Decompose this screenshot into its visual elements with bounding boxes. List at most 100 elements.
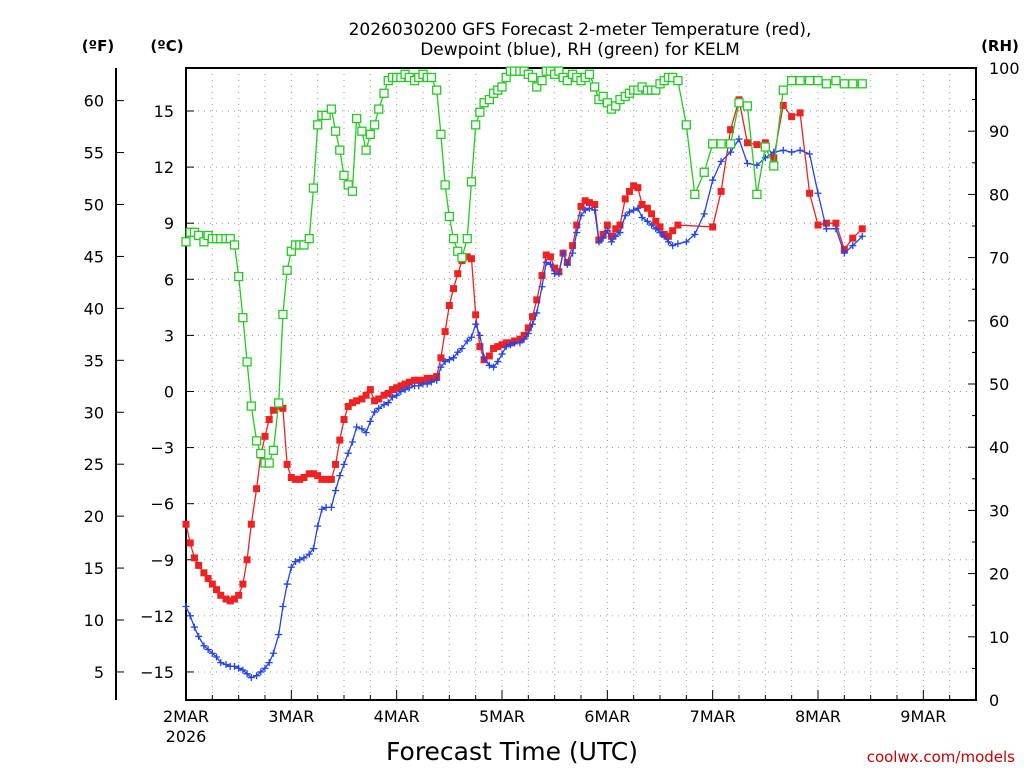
dewpoint-point bbox=[269, 649, 277, 657]
2-meter-temperature-point bbox=[292, 475, 300, 483]
2-meter-temperature-point bbox=[318, 475, 326, 483]
2-meter-temperature-point bbox=[366, 386, 374, 394]
2-meter-temperature-point bbox=[494, 343, 502, 351]
rh-series bbox=[181, 66, 867, 468]
fahrenheit-tick-label: 20 bbox=[84, 507, 104, 526]
dewpoint-point bbox=[230, 662, 238, 670]
2-meter-temperature-point bbox=[222, 595, 230, 603]
rh-point bbox=[769, 161, 779, 171]
2-meter-temperature-point bbox=[463, 253, 471, 261]
rh-point bbox=[584, 69, 595, 79]
rh-point bbox=[365, 129, 375, 140]
dewpoint-point bbox=[415, 382, 423, 390]
credit-text: coolwx.com/models bbox=[867, 748, 1015, 766]
chart-title-line-1: 2026030200 GFS Forecast 2-meter Temperat… bbox=[349, 20, 812, 40]
dewpoint-point bbox=[735, 135, 743, 143]
rh-point bbox=[760, 142, 770, 152]
dewpoint-point bbox=[591, 206, 599, 214]
celsius-tick-label: −15 bbox=[140, 663, 174, 682]
rh-point bbox=[821, 79, 832, 89]
chart-title-line-2: Dewpoint (blue), RH (green) for KELM bbox=[420, 40, 740, 60]
2-meter-temperature-point bbox=[269, 406, 277, 414]
rh-point bbox=[795, 75, 805, 86]
rh-point bbox=[347, 186, 358, 196]
dewpoint-point bbox=[182, 603, 190, 611]
2-meter-temperature-point bbox=[616, 221, 624, 229]
2-meter-temperature-point bbox=[485, 352, 493, 360]
rh-point bbox=[234, 271, 244, 282]
dewpoint-point bbox=[743, 159, 751, 167]
series-layer bbox=[181, 66, 867, 682]
fahrenheit-tick-label: 50 bbox=[84, 195, 104, 214]
rh-point bbox=[778, 85, 788, 95]
dewpoint-point bbox=[858, 232, 866, 240]
dewpoint-point bbox=[208, 649, 216, 657]
dewpoint-point bbox=[375, 404, 383, 412]
dewpoint-point bbox=[599, 234, 607, 242]
fahrenheit-tick-label: 40 bbox=[84, 299, 104, 318]
2-meter-temperature-point bbox=[344, 402, 352, 410]
dewpoint-point bbox=[529, 320, 537, 328]
2-meter-temperature-point bbox=[520, 331, 528, 339]
dewpoint-point bbox=[691, 230, 699, 238]
2-meter-temperature-point bbox=[401, 380, 409, 388]
dewpoint-point bbox=[397, 387, 405, 395]
2-meter-temperature-point bbox=[664, 232, 672, 240]
2-meter-temperature-point bbox=[253, 485, 261, 493]
2-meter-temperature-point bbox=[305, 470, 313, 478]
2-meter-temperature-point bbox=[433, 373, 441, 381]
2-meter-temperature-point bbox=[502, 339, 510, 347]
rh-point bbox=[831, 75, 841, 86]
rh-point bbox=[436, 129, 446, 140]
dewpoint-point bbox=[779, 146, 787, 154]
dewpoint-point bbox=[559, 249, 567, 257]
rh-point bbox=[238, 312, 248, 323]
dewpoint-point bbox=[327, 503, 335, 511]
2-meter-temperature-point bbox=[770, 154, 778, 162]
rh-point bbox=[787, 75, 797, 86]
2-meter-temperature-point bbox=[348, 399, 356, 407]
x-tick-label: 7MAR bbox=[690, 707, 736, 726]
celsius-tick-label: −9 bbox=[150, 551, 174, 570]
2-meter-temperature-point bbox=[226, 597, 234, 605]
dewpoint-point bbox=[476, 331, 484, 339]
2-meter-temperature-point bbox=[182, 520, 190, 528]
dewpoint-series bbox=[182, 135, 866, 682]
dewpoint-point bbox=[309, 545, 317, 553]
rh-point bbox=[369, 120, 380, 130]
x-tick-label: 5MAR bbox=[479, 707, 525, 726]
2-meter-temperature-point bbox=[239, 580, 247, 588]
dewpoint-point bbox=[555, 270, 563, 278]
dewpoint-point bbox=[366, 417, 374, 425]
dewpoint-point bbox=[621, 212, 629, 220]
rh-point bbox=[734, 98, 744, 108]
dewpoint-point bbox=[217, 659, 225, 667]
rh-point bbox=[256, 448, 266, 459]
2-meter-temperature-point bbox=[415, 376, 423, 384]
2-meter-temperature-point bbox=[621, 195, 629, 203]
dewpoint-point bbox=[664, 238, 672, 246]
dewpoint-point bbox=[516, 339, 524, 347]
2-meter-temperature-point bbox=[788, 113, 796, 121]
rh-point bbox=[379, 88, 389, 98]
2-meter-temperature-point bbox=[849, 234, 857, 242]
dewpoint-point bbox=[445, 356, 453, 364]
rh-point bbox=[497, 82, 507, 92]
2-meter-temperature-point bbox=[814, 221, 822, 229]
fahrenheit-tick-label: 5 bbox=[94, 663, 104, 682]
2-meter-temperature-point bbox=[362, 391, 370, 399]
2-meter-temperature-point bbox=[336, 436, 344, 444]
rh-point bbox=[742, 101, 753, 111]
dewpoint-point bbox=[362, 429, 370, 437]
rh-point bbox=[699, 167, 709, 177]
2-meter-temperature-point bbox=[472, 311, 480, 319]
rh-point bbox=[839, 79, 849, 89]
rh-tick-label: 50 bbox=[989, 375, 1009, 394]
2-meter-temperature-point bbox=[529, 313, 537, 321]
dewpoint-point bbox=[190, 623, 198, 631]
dewpoint-point bbox=[384, 399, 392, 407]
dewpoint-point bbox=[393, 391, 401, 399]
dewpoint-point bbox=[625, 208, 633, 216]
dewpoint-point bbox=[287, 563, 295, 571]
